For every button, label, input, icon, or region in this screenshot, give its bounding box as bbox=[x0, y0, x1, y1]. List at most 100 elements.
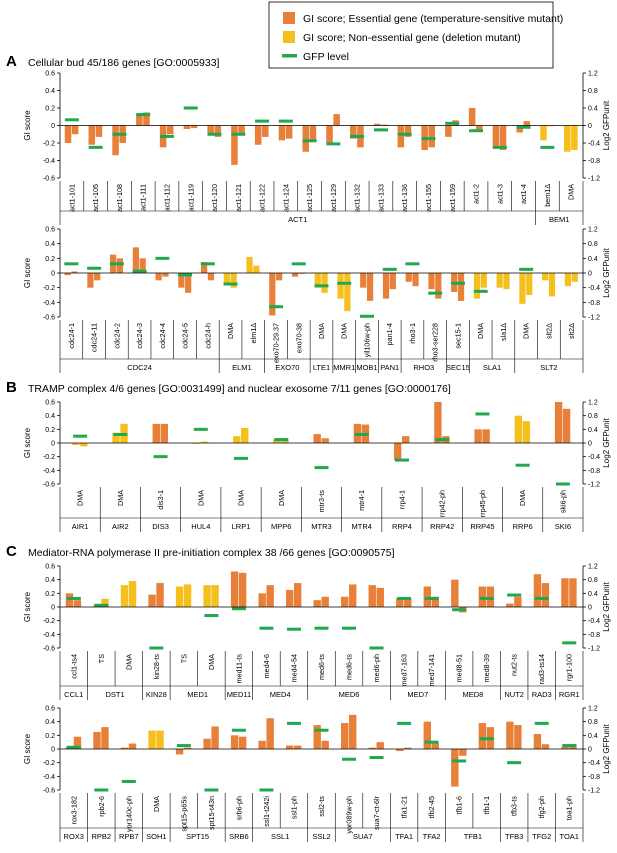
bar bbox=[207, 273, 215, 281]
bar bbox=[120, 585, 129, 607]
category-label: rho3-1 bbox=[408, 323, 417, 344]
bar bbox=[166, 125, 174, 135]
bar bbox=[203, 585, 211, 607]
gfp-marker bbox=[269, 305, 284, 309]
y-tick-label: -0.2 bbox=[43, 141, 55, 148]
bar bbox=[397, 125, 405, 148]
bar bbox=[71, 125, 79, 135]
gfp-marker bbox=[479, 596, 494, 600]
category-label: srb6-ph bbox=[234, 796, 243, 820]
bar bbox=[65, 593, 74, 607]
gfp-marker bbox=[314, 626, 329, 630]
bar bbox=[431, 596, 440, 607]
bar bbox=[428, 125, 436, 148]
y2-tick-label: -0.4 bbox=[588, 760, 600, 767]
category-label: dis3-1 bbox=[156, 490, 165, 510]
gfp-marker bbox=[132, 269, 147, 273]
y2-tick-label: -1.2 bbox=[588, 788, 600, 795]
bar bbox=[302, 125, 310, 152]
category-label: DMA bbox=[152, 796, 161, 812]
bar bbox=[139, 258, 146, 273]
y2-tick-label: 0 bbox=[588, 271, 592, 278]
category-label: cdc24-h bbox=[203, 323, 212, 349]
bar bbox=[190, 125, 198, 129]
group-label: EXO70 bbox=[275, 363, 299, 372]
bar bbox=[183, 747, 192, 749]
y-tick-label: -0.2 bbox=[43, 285, 55, 292]
bar bbox=[423, 586, 432, 607]
bar bbox=[230, 571, 239, 607]
gfp-marker bbox=[469, 129, 484, 133]
bar bbox=[266, 585, 274, 607]
y-axis-title: GI score bbox=[23, 591, 32, 622]
gfp-marker bbox=[445, 121, 460, 125]
bar bbox=[451, 749, 459, 787]
category-label: act1-105 bbox=[91, 184, 100, 212]
bar bbox=[569, 578, 577, 607]
gfp-marker bbox=[204, 788, 219, 792]
bar bbox=[376, 742, 384, 749]
gfp-marker bbox=[231, 132, 246, 136]
bar bbox=[405, 273, 412, 282]
legend: GI score; Essential gene (temperature-se… bbox=[268, 1, 563, 69]
category-label: rpb2-6 bbox=[97, 796, 106, 817]
group-label: MTR3 bbox=[311, 522, 331, 531]
category-label: elm1Δ bbox=[249, 323, 258, 344]
gfp-marker bbox=[231, 728, 246, 732]
category-label: act1-108 bbox=[115, 184, 124, 212]
category-label: DMA bbox=[237, 490, 246, 506]
bar bbox=[523, 121, 531, 126]
y-tick-label: -0.2 bbox=[43, 618, 55, 625]
gfp-marker bbox=[223, 282, 238, 286]
category-label: ssl1-t242i bbox=[262, 796, 271, 827]
y-axis-title: GI score bbox=[23, 110, 32, 141]
bar bbox=[143, 112, 150, 126]
category-label: med7-141 bbox=[427, 654, 436, 686]
bar bbox=[258, 593, 266, 607]
category-label: act1-129 bbox=[329, 184, 338, 212]
bar bbox=[175, 749, 184, 755]
group-label: ELM1 bbox=[232, 363, 252, 372]
chart-panel-c: 0.6 0.4 0.2 0 -0.2 -0.4 -0.6 1.2 0.8 0.4 0 -0.4 -0.8… bbox=[23, 564, 611, 700]
y-tick-label: 0.4 bbox=[45, 241, 55, 248]
bar bbox=[561, 746, 569, 749]
category-label: act1-119 bbox=[186, 184, 195, 211]
y2-tick-label: 1.2 bbox=[588, 71, 598, 78]
group-label: DST1 bbox=[105, 690, 124, 699]
category-label: yor089w-ph bbox=[345, 796, 354, 834]
bar bbox=[326, 125, 333, 143]
bar bbox=[563, 125, 571, 152]
y2-tick-label: -0.8 bbox=[588, 632, 600, 639]
bar bbox=[73, 736, 82, 749]
category-label: spt15-t43n bbox=[207, 796, 216, 830]
bar bbox=[404, 747, 412, 749]
bar bbox=[389, 273, 396, 290]
bar bbox=[321, 740, 329, 749]
y-tick-label: 0 bbox=[51, 605, 55, 612]
bar bbox=[281, 439, 289, 443]
group-label: CDC24 bbox=[127, 363, 152, 372]
gfp-marker bbox=[207, 132, 222, 136]
category-label: rrp42-ph bbox=[438, 490, 447, 517]
category-label: act1-2 bbox=[472, 184, 481, 204]
y2-tick-label: 0.8 bbox=[588, 577, 598, 584]
bar bbox=[291, 273, 299, 277]
gfp-marker bbox=[66, 745, 81, 749]
bar bbox=[101, 598, 109, 607]
bar bbox=[473, 273, 481, 299]
y-tick-label: 0.2 bbox=[45, 591, 55, 598]
bar bbox=[64, 125, 72, 143]
category-label: DMA bbox=[518, 490, 527, 506]
gfp-marker bbox=[516, 125, 531, 129]
group-label: SPT15 bbox=[186, 832, 209, 841]
category-label: slt2Δ bbox=[544, 323, 553, 339]
bar bbox=[541, 583, 550, 607]
bar bbox=[183, 125, 191, 129]
group-label: SLT2 bbox=[540, 363, 557, 372]
bar bbox=[178, 273, 185, 288]
gfp-marker bbox=[359, 314, 374, 318]
bar bbox=[285, 125, 293, 139]
gfp-marker bbox=[342, 626, 357, 630]
bar bbox=[309, 125, 317, 140]
gfp-marker bbox=[397, 721, 412, 725]
